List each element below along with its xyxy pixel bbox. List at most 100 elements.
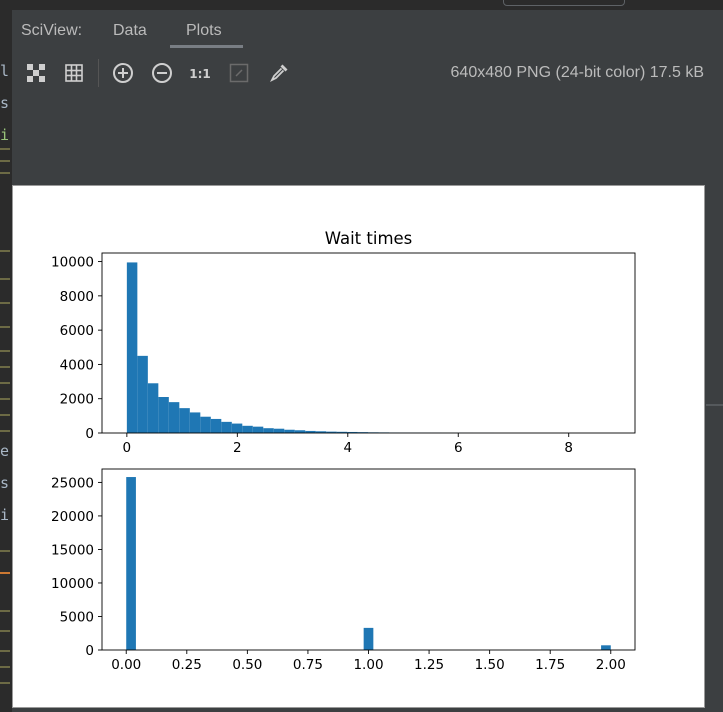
x-tick-label: 1.00 bbox=[353, 657, 383, 673]
grid-button[interactable] bbox=[62, 61, 86, 85]
gutter-marker bbox=[0, 382, 10, 384]
toggle-background-button[interactable] bbox=[227, 61, 251, 85]
histogram-bar bbox=[221, 421, 232, 433]
gutter-marker bbox=[0, 610, 10, 612]
gutter-marker bbox=[0, 326, 10, 328]
zoom-in-icon bbox=[113, 63, 133, 83]
x-tick-label: 0.00 bbox=[111, 657, 141, 673]
gutter-letter: i bbox=[0, 126, 10, 144]
gutter-marker bbox=[0, 430, 10, 432]
gutter-marker bbox=[0, 172, 10, 174]
histogram-bar bbox=[147, 383, 159, 433]
gutter-marker bbox=[0, 630, 10, 632]
gutter-marker bbox=[0, 666, 10, 668]
y-tick-label: 6000 bbox=[60, 323, 94, 339]
zoom-out-button[interactable] bbox=[150, 61, 174, 85]
histogram-bar bbox=[242, 425, 253, 433]
histogram-bar bbox=[336, 431, 348, 433]
axes-frame bbox=[101, 468, 636, 651]
gutter-letter: l bbox=[0, 62, 10, 80]
gutter-marker bbox=[0, 250, 10, 252]
plot-canvas[interactable]: 0 2 4 6 8 0 2000 4000 6000 8000 10000 Wait times 0.0… bbox=[12, 185, 705, 708]
tab-plots[interactable]: Plots bbox=[186, 22, 222, 39]
color-picker-icon bbox=[269, 64, 288, 83]
toggle-background-icon bbox=[229, 63, 249, 83]
gutter-letter: s bbox=[0, 474, 10, 492]
histogram-bar bbox=[252, 426, 264, 433]
histogram-bar bbox=[126, 477, 136, 650]
x-tick-label: 0.75 bbox=[293, 657, 323, 673]
toolbar-separator bbox=[98, 59, 99, 87]
histogram-bar bbox=[347, 431, 358, 433]
gutter-marker bbox=[0, 366, 10, 368]
actual-size-button[interactable]: 1:1 bbox=[188, 61, 212, 85]
gutter-letter: i bbox=[0, 506, 10, 524]
gutter-marker bbox=[0, 682, 10, 684]
splitter-marker[interactable] bbox=[706, 404, 723, 406]
y-tick-label: 0 bbox=[85, 426, 94, 442]
plot-toolbar: 1:1 640x480 PNG (24-bit color) 17.5 kB bbox=[12, 55, 723, 91]
histogram-bar bbox=[305, 430, 316, 433]
histogram-bar bbox=[189, 412, 201, 433]
actual-size-label: 1:1 bbox=[189, 67, 211, 81]
y-tick-label: 5000 bbox=[60, 609, 94, 625]
histogram-bar bbox=[210, 418, 222, 433]
gutter-marker bbox=[0, 550, 10, 552]
x-tick-label: 6 bbox=[454, 440, 463, 456]
gutter-letter: s bbox=[0, 94, 10, 112]
x-tick-label: 2.00 bbox=[596, 657, 626, 673]
color-picker-button[interactable] bbox=[267, 61, 291, 85]
image-info: 640x480 PNG (24-bit color) 17.5 kB bbox=[450, 64, 704, 81]
x-tick-label: 0 bbox=[123, 440, 132, 456]
gutter-marker bbox=[0, 572, 10, 574]
gutter-marker bbox=[0, 398, 10, 400]
histogram-figure: 0 2 4 6 8 0 2000 4000 6000 8000 10000 Wait times 0.0… bbox=[51, 229, 636, 673]
x-tick-label: 2 bbox=[233, 440, 242, 456]
x-tick-label: 0.25 bbox=[172, 657, 202, 673]
y-tick-label: 2000 bbox=[60, 392, 94, 408]
tab-data[interactable]: Data bbox=[113, 22, 147, 39]
zoom-in-button[interactable] bbox=[111, 61, 135, 85]
histogram-bar bbox=[315, 431, 327, 433]
histogram-bar bbox=[158, 397, 169, 433]
x-tick-label: 8 bbox=[564, 440, 573, 456]
fit-to-screen-icon bbox=[27, 64, 45, 82]
axes-frame bbox=[101, 252, 636, 434]
histogram-bar bbox=[126, 262, 138, 433]
gutter-letter: e bbox=[0, 442, 10, 460]
y-tick-label: 15000 bbox=[51, 542, 94, 558]
gutter-marker bbox=[0, 414, 10, 416]
grid-icon bbox=[65, 64, 83, 82]
histogram-bar bbox=[263, 428, 274, 433]
gutter-marker bbox=[0, 148, 10, 150]
x-tick-label: 1.75 bbox=[535, 657, 565, 673]
y-tick-label: 10000 bbox=[51, 576, 94, 592]
top-strip bbox=[0, 0, 723, 10]
gutter-marker bbox=[0, 302, 10, 304]
histogram-bar bbox=[601, 645, 611, 650]
x-tick-label: 1.25 bbox=[414, 657, 444, 673]
zoom-out-icon bbox=[152, 63, 172, 83]
y-tick-label: 25000 bbox=[51, 475, 94, 491]
histogram-bar bbox=[284, 429, 295, 433]
chart-title: Wait times bbox=[325, 229, 413, 248]
histogram-bar bbox=[231, 423, 243, 433]
editor-gutter: l s i e s i bbox=[0, 10, 12, 712]
histogram-bar bbox=[363, 627, 374, 650]
y-tick-label: 0 bbox=[85, 643, 94, 659]
sciview-title: SciView: bbox=[21, 22, 83, 39]
histogram-bar bbox=[294, 430, 306, 433]
histogram-bar bbox=[137, 355, 148, 433]
y-tick-label: 10000 bbox=[51, 255, 94, 271]
fit-to-screen-button[interactable] bbox=[24, 61, 48, 85]
gutter-marker bbox=[0, 160, 10, 162]
active-tab-indicator bbox=[170, 45, 243, 48]
gutter-marker bbox=[0, 650, 10, 652]
actual-size-icon: 1:1 bbox=[189, 67, 211, 81]
gutter-marker bbox=[0, 350, 10, 352]
x-tick-label: 1.50 bbox=[475, 657, 505, 673]
histogram-bar bbox=[168, 402, 180, 433]
x-tick-label: 4 bbox=[343, 440, 352, 456]
window-control-fragment bbox=[503, 0, 625, 6]
y-tick-label: 4000 bbox=[60, 357, 94, 373]
